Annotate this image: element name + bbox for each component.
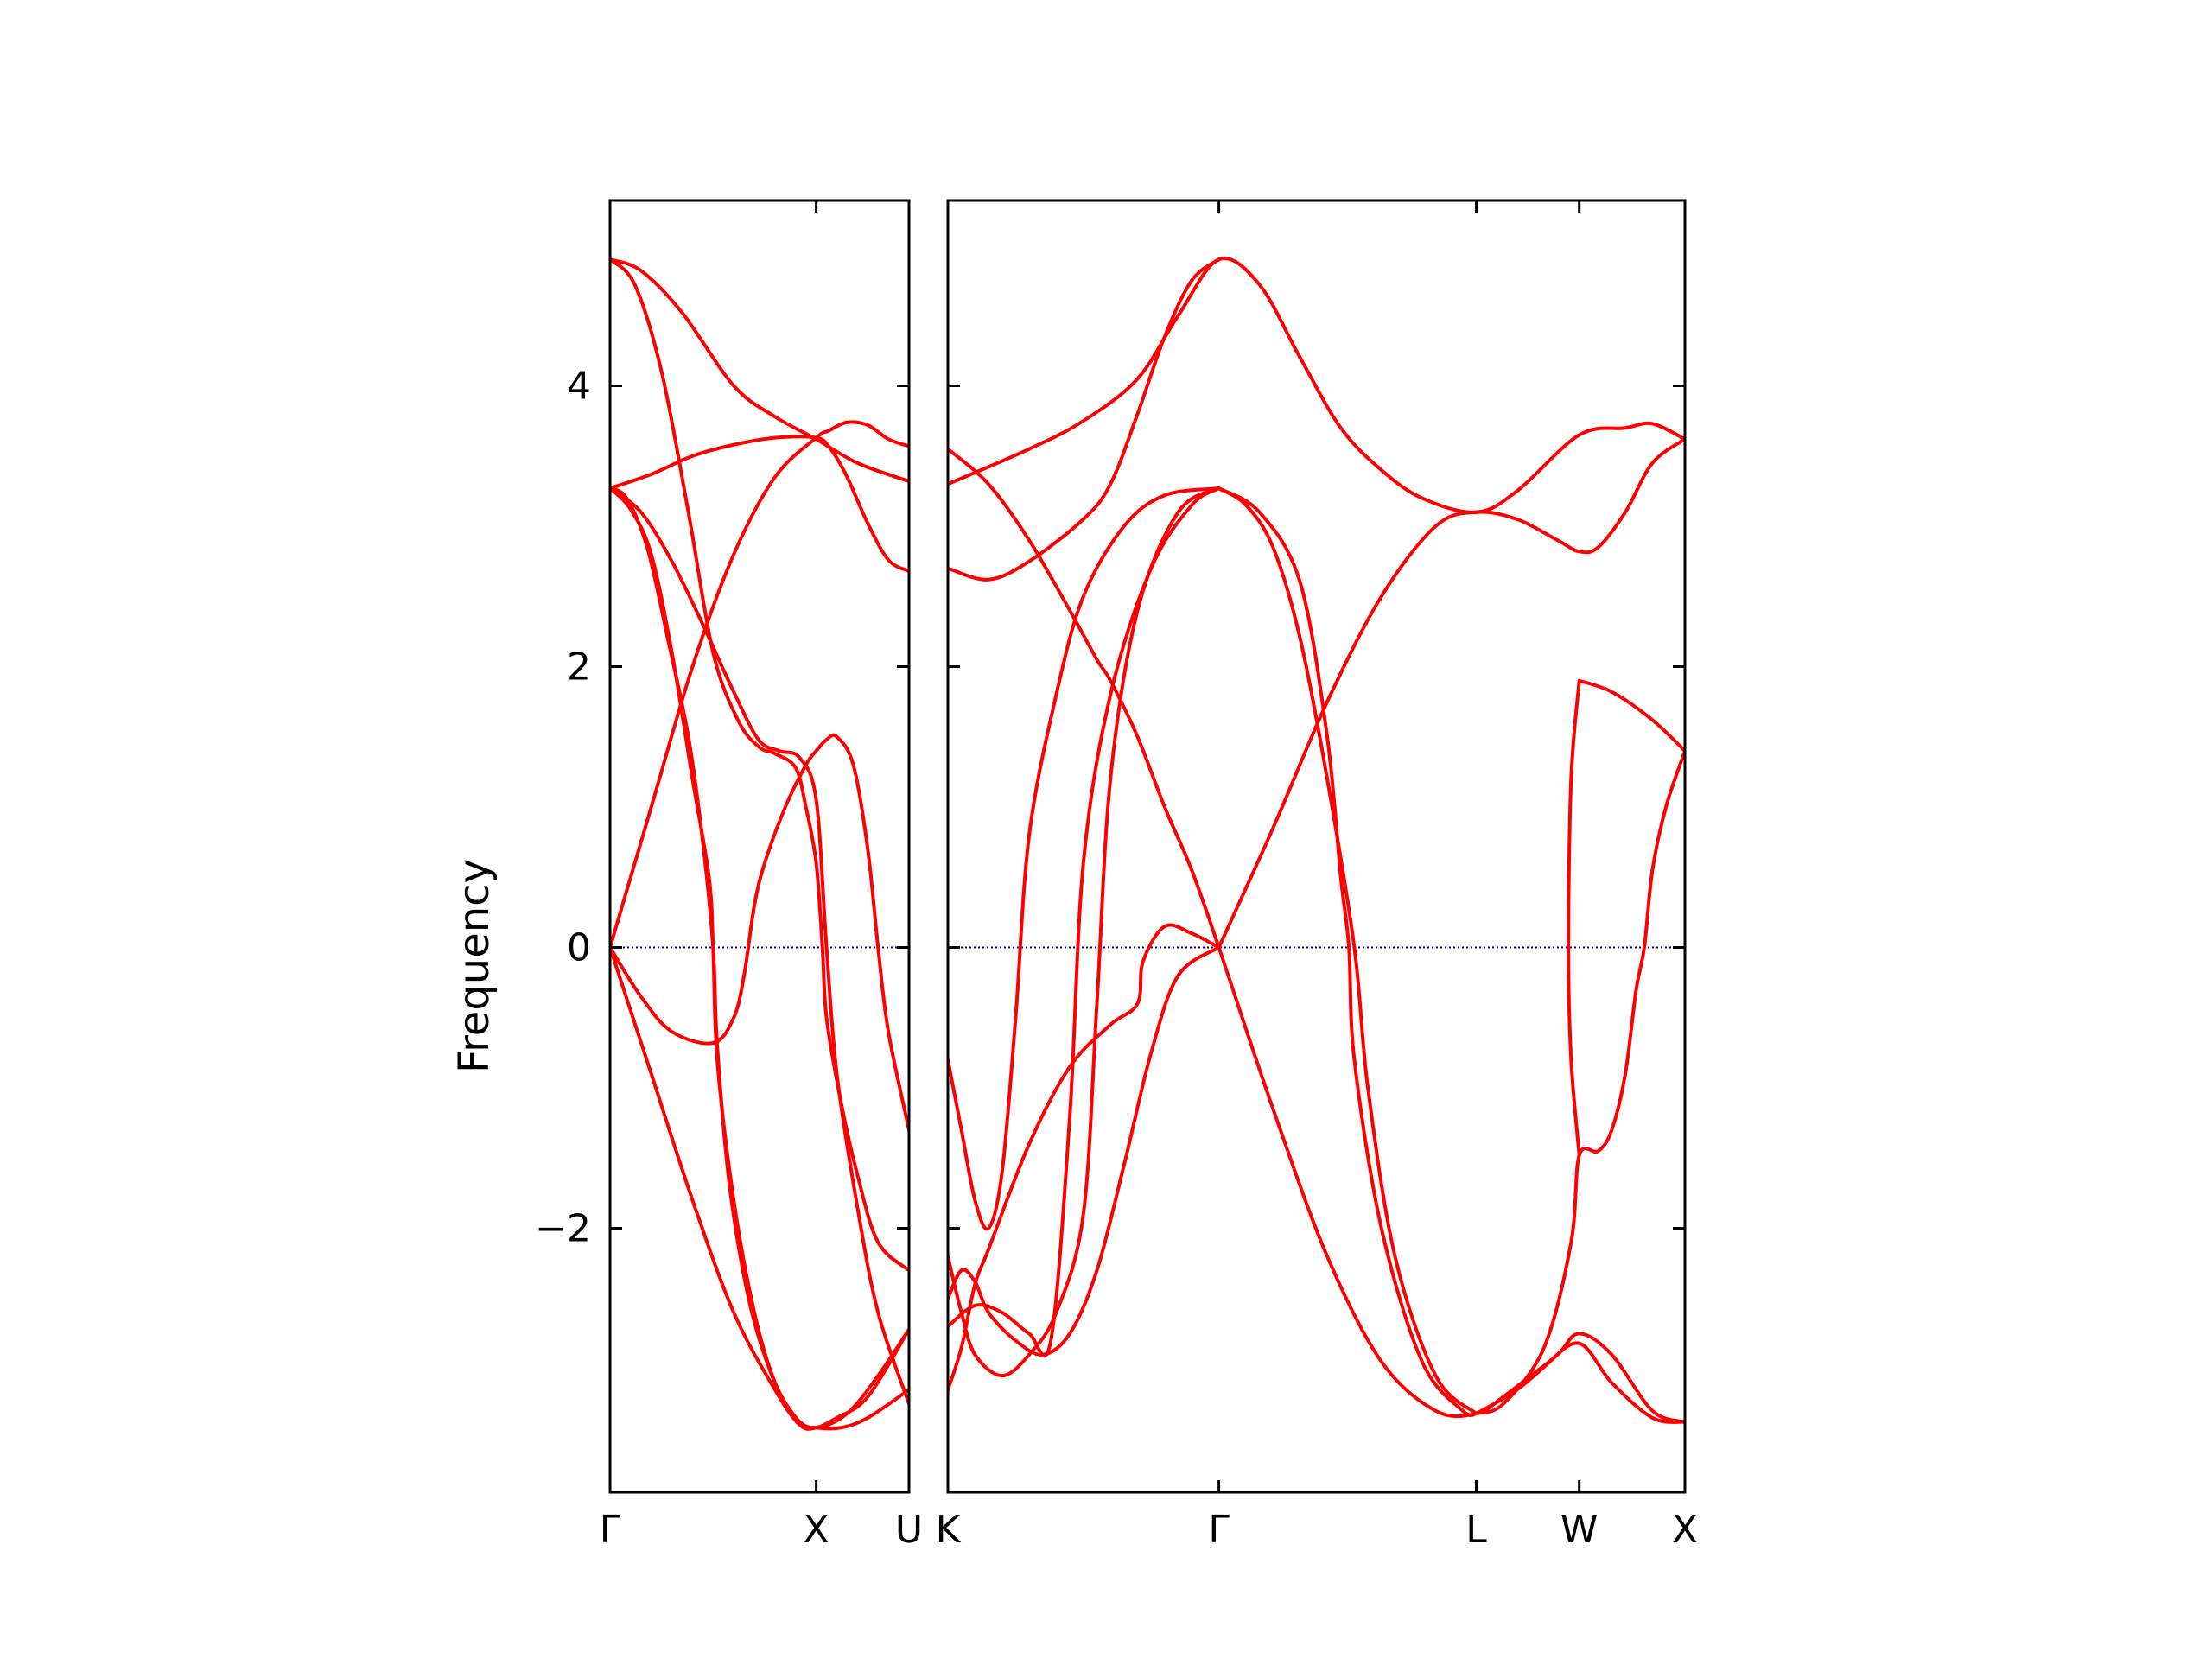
band-line-7 bbox=[948, 923, 1221, 1392]
y-tick-label: 2 bbox=[567, 645, 591, 690]
x-tick-label: X bbox=[804, 1508, 830, 1552]
chart-panels: −2 0 2 4 Γ X U K Γ L W X bbox=[535, 199, 1698, 1552]
band-line-9 bbox=[1217, 486, 1478, 1418]
bands-group bbox=[948, 257, 1685, 1424]
band-line-5 bbox=[610, 486, 909, 1430]
band-line-11 bbox=[1217, 437, 1685, 950]
band-line-1 bbox=[948, 257, 1685, 514]
y-tick-label: −2 bbox=[535, 1207, 591, 1251]
y-axis-label: Frequency bbox=[450, 859, 499, 1073]
x-tick-label: W bbox=[1560, 1508, 1599, 1552]
band-line-2 bbox=[610, 257, 909, 1273]
band-line-6 bbox=[610, 486, 909, 1431]
band-line-8 bbox=[610, 733, 909, 1132]
band-line-8 bbox=[948, 945, 1221, 1357]
x-tick-label: Γ bbox=[600, 1508, 621, 1552]
panel-frame bbox=[608, 199, 911, 1494]
x-tick-label: U bbox=[895, 1508, 923, 1552]
band-line-6 bbox=[948, 486, 1221, 1378]
band-line-13 bbox=[1474, 749, 1685, 1415]
panel-1: −2 0 2 4 Γ X U bbox=[535, 199, 923, 1552]
x-tick-label: L bbox=[1465, 1508, 1487, 1552]
band-line-2 bbox=[948, 257, 1221, 582]
band-line-7 bbox=[610, 420, 909, 950]
band-line-1 bbox=[610, 257, 909, 483]
y-tick-label: 4 bbox=[567, 365, 591, 409]
band-line-4 bbox=[948, 486, 1221, 1231]
panel-frame bbox=[946, 199, 1687, 1494]
x-tick-label: Γ bbox=[1208, 1508, 1230, 1552]
x-tick-label: X bbox=[1672, 1508, 1698, 1552]
y-tick-label: 0 bbox=[567, 926, 591, 970]
band-line-12 bbox=[1577, 678, 1685, 753]
bands-group bbox=[610, 257, 909, 1431]
band-line-15 bbox=[1474, 1332, 1685, 1424]
x-tick-label: K bbox=[936, 1508, 962, 1552]
band-line-4 bbox=[610, 486, 909, 1406]
band-line-10 bbox=[1217, 486, 1478, 1415]
band-line-9 bbox=[610, 945, 909, 1431]
band-line-14 bbox=[1567, 678, 1581, 1157]
